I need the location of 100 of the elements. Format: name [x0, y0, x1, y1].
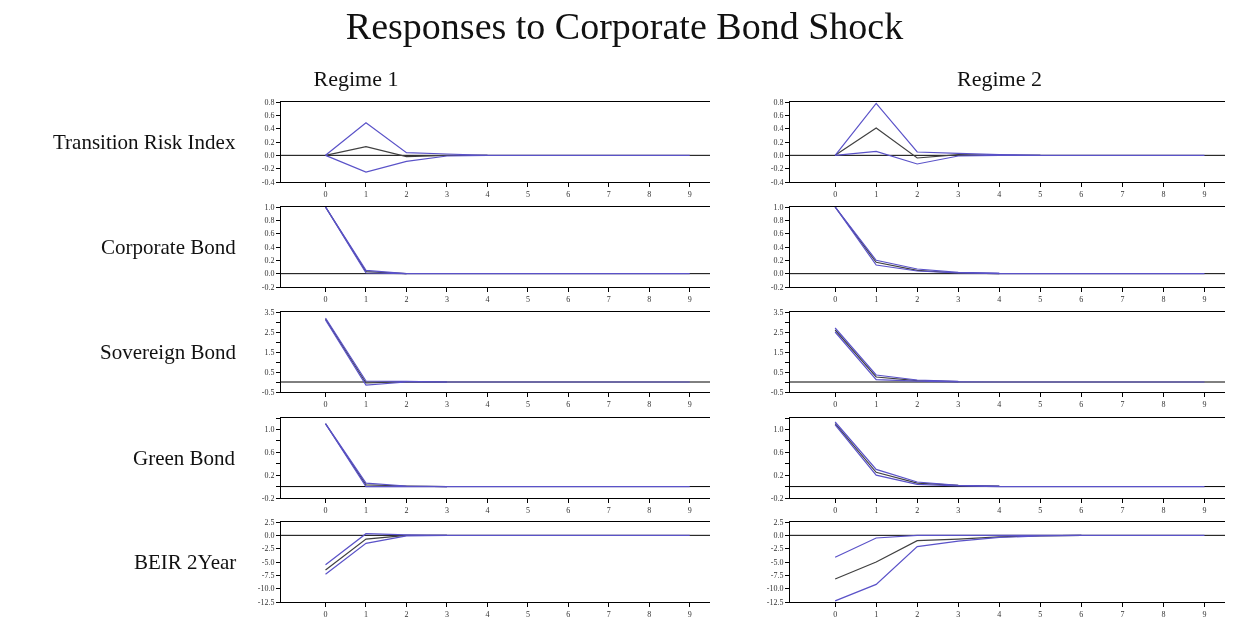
- x-tick-label: 2: [404, 609, 409, 617]
- x-tick-label: 0: [323, 189, 328, 199]
- y-tick-label: -0.2: [261, 164, 275, 174]
- y-tick-label: 0.0: [264, 151, 275, 161]
- x-tick-label: 6: [1079, 609, 1084, 617]
- y-tick-label: 0.8: [773, 97, 784, 107]
- y-tick-label: 0.8: [264, 97, 275, 107]
- x-tick-label: 0: [833, 189, 838, 199]
- y-tick-label: 3.5: [773, 307, 784, 317]
- y-tick-label: 3.5: [264, 307, 275, 317]
- x-tick-label: 0: [323, 294, 328, 304]
- x-tick-label: 1: [874, 189, 879, 199]
- x-tick-label: 5: [1038, 294, 1043, 304]
- x-tick-label: 6: [1079, 294, 1084, 304]
- y-tick-label: 2.5: [773, 327, 784, 337]
- y-tick-label: -0.4: [261, 177, 275, 187]
- x-tick-label: 6: [1079, 505, 1084, 515]
- y-axis-title: Sovereign Bond: [100, 340, 237, 364]
- x-tick-label: 9: [687, 189, 692, 199]
- x-tick-label: 2: [404, 189, 409, 199]
- x-tick-label: 7: [1120, 505, 1125, 515]
- y-tick-label: 0.2: [264, 256, 275, 266]
- x-tick-label: 3: [444, 505, 449, 515]
- x-tick-label: 1: [363, 294, 368, 304]
- y-tick-label: -0.2: [261, 493, 275, 503]
- x-tick-label: 8: [647, 399, 652, 409]
- x-tick-label: 2: [404, 294, 409, 304]
- y-tick-label: -0.2: [770, 282, 784, 292]
- y-tick-label: -5.0: [770, 557, 784, 567]
- y-tick-label: 0.0: [264, 531, 275, 541]
- x-tick-label: 4: [997, 399, 1002, 409]
- x-tick-label: 2: [915, 399, 920, 409]
- x-tick-label: 1: [363, 189, 368, 199]
- y-tick-label: 0.0: [773, 151, 784, 161]
- x-tick-label: 1: [874, 505, 879, 515]
- x-tick-label: 2: [915, 294, 920, 304]
- y-tick-label: 1.5: [264, 347, 275, 357]
- x-tick-label: 7: [1120, 189, 1125, 199]
- y-tick-label: -12.5: [766, 597, 784, 607]
- x-tick-label: 6: [566, 505, 571, 515]
- x-tick-label: 0: [833, 399, 838, 409]
- y-tick-label: 1.0: [264, 202, 275, 212]
- y-tick-label: 0.2: [773, 137, 784, 147]
- x-tick-label: 8: [1161, 294, 1166, 304]
- x-tick-label: 9: [687, 505, 692, 515]
- x-tick-label: 9: [1202, 609, 1207, 617]
- x-tick-label: 9: [1202, 189, 1207, 199]
- y-axis-title: BEIR 2Year: [134, 550, 237, 574]
- y-tick-label: 0.2: [264, 470, 275, 480]
- x-tick-label: 8: [1161, 399, 1166, 409]
- y-tick-label: 0.0: [264, 269, 275, 279]
- x-tick-label: 9: [1202, 294, 1207, 304]
- x-tick-label: 0: [833, 505, 838, 515]
- x-tick-label: 5: [525, 609, 530, 617]
- x-tick-label: 9: [1202, 505, 1207, 515]
- x-tick-label: 8: [1161, 189, 1166, 199]
- x-tick-label: 6: [1079, 399, 1084, 409]
- x-tick-label: 8: [647, 505, 652, 515]
- y-tick-label: -7.5: [261, 571, 275, 581]
- x-tick-label: 9: [687, 399, 692, 409]
- x-tick-label: 5: [525, 294, 530, 304]
- x-tick-label: 5: [1038, 505, 1043, 515]
- y-tick-label: 2.5: [264, 327, 275, 337]
- y-tick-label: 0.8: [773, 216, 784, 226]
- y-tick-label: -0.5: [261, 387, 275, 397]
- x-tick-label: 2: [915, 189, 920, 199]
- y-tick-label: 1.0: [264, 425, 275, 435]
- y-tick-label: 1.0: [773, 425, 784, 435]
- x-tick-label: 7: [1120, 294, 1125, 304]
- x-tick-label: 0: [323, 399, 328, 409]
- y-axis-title: Green Bond: [133, 446, 236, 470]
- x-tick-label: 9: [1202, 399, 1207, 409]
- y-tick-label: 0.6: [773, 448, 784, 458]
- y-tick-label: -0.2: [770, 493, 784, 503]
- x-tick-label: 3: [956, 294, 961, 304]
- x-tick-label: 7: [606, 505, 611, 515]
- y-tick-label: 0.2: [264, 137, 275, 147]
- x-tick-label: 3: [956, 399, 961, 409]
- y-tick-label: 0.2: [773, 256, 784, 266]
- x-tick-label: 4: [485, 505, 490, 515]
- x-tick-label: 6: [566, 294, 571, 304]
- y-axis-title: Transition Risk Index: [53, 130, 236, 154]
- y-tick-label: 1.5: [773, 347, 784, 357]
- x-tick-label: 3: [444, 399, 449, 409]
- x-tick-label: 0: [833, 294, 838, 304]
- x-tick-label: 7: [606, 189, 611, 199]
- x-tick-label: 4: [997, 189, 1002, 199]
- y-tick-label: -5.0: [261, 557, 275, 567]
- x-tick-label: 1: [874, 294, 879, 304]
- x-tick-label: 3: [444, 294, 449, 304]
- x-tick-label: 4: [485, 609, 490, 617]
- x-tick-label: 7: [606, 294, 611, 304]
- y-tick-label: 0.4: [773, 124, 784, 134]
- x-tick-label: 5: [525, 189, 530, 199]
- x-tick-label: 6: [566, 189, 571, 199]
- text: Responses to Corporate Bond Shock: [344, 4, 905, 48]
- x-tick-label: 7: [1120, 609, 1125, 617]
- chart-title: Regime 1: [313, 66, 399, 92]
- x-tick-label: 0: [323, 505, 328, 515]
- y-tick-label: 2.5: [264, 517, 275, 527]
